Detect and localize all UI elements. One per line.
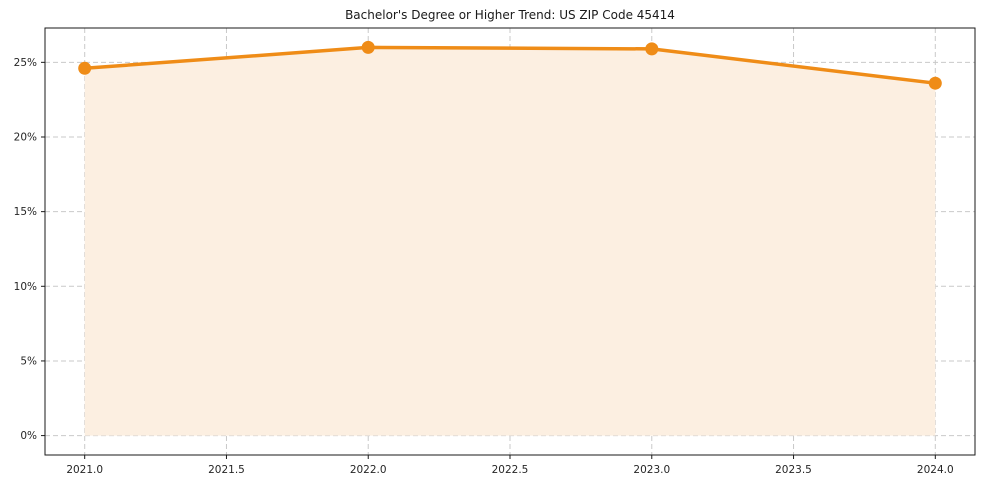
x-tick-label: 2021.5 [208, 464, 245, 476]
data-point-marker [361, 40, 375, 54]
x-tick-label: 2021.0 [66, 464, 103, 476]
y-tick-label: 10% [14, 281, 37, 293]
y-tick-label: 25% [14, 57, 37, 69]
x-tick-label: 2024.0 [917, 464, 954, 476]
x-tick-label: 2023.0 [633, 464, 670, 476]
data-point-marker [645, 42, 659, 56]
x-tick-label: 2022.0 [350, 464, 387, 476]
x-tick-label: 2022.5 [492, 464, 529, 476]
x-tick-label: 2023.5 [775, 464, 812, 476]
y-tick-label: 5% [20, 355, 37, 367]
data-point-marker [78, 61, 92, 75]
y-tick-label: 0% [20, 430, 37, 442]
chart-title: Bachelor's Degree or Higher Trend: US ZI… [345, 8, 675, 22]
y-tick-label: 20% [14, 132, 37, 144]
y-tick-label: 15% [14, 206, 37, 218]
trend-line [82, 45, 938, 85]
markers [78, 40, 942, 90]
tick-marks-and-labels: 2021.0 2021.5 2022.0 2022.5 2023.0 2023.5 2024… [14, 57, 954, 476]
area-fill [84, 47, 936, 436]
data-point-marker [928, 76, 942, 90]
